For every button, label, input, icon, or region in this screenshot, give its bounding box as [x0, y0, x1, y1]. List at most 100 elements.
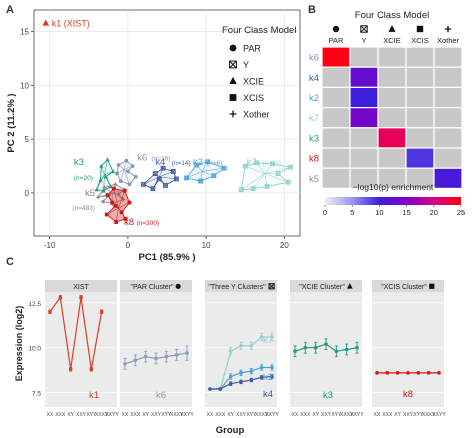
panel-c-x-axis-title: Group	[216, 425, 245, 436]
series-k8-label: k8	[403, 389, 413, 400]
cluster-k5-n-label: (n=483)	[72, 205, 95, 212]
facet-x-tick-label: XX	[374, 412, 381, 418]
panel-a-x-tick-label: -10	[44, 241, 56, 250]
cluster-k4-point-cross	[174, 176, 179, 182]
cluster-k7-label: k7	[247, 157, 257, 168]
legend-symbol-y	[229, 60, 237, 69]
cluster-k3-point	[99, 163, 104, 168]
facet-x-tick-label: XXYY	[432, 412, 446, 418]
panel-c-y-axis-title: Expression (log2)	[14, 306, 24, 382]
cluster-k3-point	[101, 188, 106, 193]
colorbar-title: −log10(p) enrichment	[353, 182, 434, 192]
cluster-k7-point-box	[264, 184, 270, 189]
panel-label-b: B	[308, 4, 316, 16]
series-k3-point	[313, 345, 318, 350]
heatmap-cell-k2-par	[321, 86, 351, 109]
series-k8-point	[426, 371, 431, 375]
cluster-k7-point-cross	[239, 187, 244, 192]
heatmap-cell-k8-y	[349, 147, 379, 169]
heatmap-col-symbol-y-cross	[360, 25, 368, 33]
facet-x-tick-label: XXYY	[350, 412, 364, 418]
cluster-k3-spoke	[104, 159, 108, 175]
series-k6-point	[174, 353, 179, 357]
heatmap-col-label-xcis: XCIS	[411, 36, 429, 45]
heatmap-row-label-k3: k3	[309, 133, 319, 144]
cluster-k2-point-box	[184, 175, 189, 181]
heatmap-cell-k2-xcie	[377, 86, 407, 109]
cluster-k7-point-box	[254, 160, 260, 166]
facet-x-tick-label: XY	[394, 412, 401, 418]
heatmap-cell-k3-xcis	[405, 127, 435, 149]
cluster-k4-spoke	[159, 176, 177, 180]
heatmap-col-label-y: Y	[361, 36, 366, 45]
cluster-k4-n-label: (n=14)	[172, 160, 191, 167]
facet-x-tick-label: XYY	[161, 412, 172, 418]
cluster-k3-point	[108, 184, 113, 189]
panel-a-pca-scatter: -10 0 10 20 0 5 10 15 PC1 (85.9% ) PC 2 (11.2% ) k…	[6, 9, 301, 263]
series-k7-label: k7	[263, 335, 273, 346]
series-k7-point	[228, 349, 233, 354]
facet-title-symbol	[268, 283, 275, 290]
heatmap-cell-k3-par	[321, 127, 351, 149]
cluster-k7-point-cross	[286, 179, 291, 185]
facet-x-tick-label: XXXY	[340, 412, 354, 418]
panel-a-legend-title: Four Class Model	[222, 25, 296, 36]
cluster-k7-point	[285, 179, 291, 185]
facet-x-tick-label: XXXY	[422, 412, 436, 418]
panel-b-enrichment-heatmap: Four Class Model PAR Y XCIE XCIS Xother k6 k4 k2…	[309, 10, 465, 217]
series-k3-point	[334, 349, 339, 354]
cluster-k8-point	[114, 220, 119, 224]
series-k4-point	[270, 374, 274, 379]
heatmap-cell-k4-par	[321, 66, 351, 88]
cluster-k4-spoke	[143, 176, 160, 185]
cluster-k2-point-cross	[198, 178, 203, 184]
series-k4-point	[218, 387, 223, 391]
heatmap-col-label-par: PAR	[329, 36, 344, 45]
heatmap-cell-k7-xcis	[405, 106, 435, 129]
cluster-k8-point	[123, 216, 128, 221]
series-k1-point	[68, 367, 73, 372]
cluster-k2-point-box	[198, 178, 204, 184]
cluster-k7-point	[254, 160, 260, 166]
cluster-k4-label: k4	[155, 157, 165, 168]
facet-title: XIST	[73, 284, 89, 291]
cluster-k6-point	[118, 179, 123, 184]
series-k7-point	[249, 344, 254, 348]
series-k2-point	[228, 374, 233, 379]
heatmap-row-label-k5: k5	[309, 174, 319, 185]
series-k1-point	[79, 295, 83, 300]
facet-x-tick-label: XX	[292, 412, 299, 418]
series-k2-label: k2	[263, 372, 273, 383]
series-k2-point	[249, 369, 254, 373]
facet-x-tick-label: XX	[47, 412, 54, 418]
panel-a-y-tick-label: 10	[20, 81, 29, 90]
cluster-k7-point-box	[238, 187, 244, 193]
cluster-k4-point-cross	[156, 176, 162, 182]
cluster-k7-point-cross	[288, 164, 293, 170]
cluster-k8-point	[104, 212, 109, 217]
cluster-k4-point-cross	[171, 169, 176, 174]
cluster-k2-point-cross	[211, 173, 217, 178]
facet-title: "PAR Cluster"	[131, 284, 174, 291]
cluster-k8-point	[127, 200, 132, 205]
panel-c-y-tick-label: 10.0	[28, 346, 41, 353]
heatmap-cell-k7-xcie	[377, 106, 407, 129]
heatmap-cell-k4-xcie	[377, 66, 407, 88]
cluster-k4-point	[150, 186, 156, 192]
cluster-k3-point	[110, 169, 116, 174]
panel-a-plot-area	[33, 9, 301, 237]
cluster-k2-point	[221, 165, 227, 171]
heatmap-cell-k8-xcis	[405, 147, 435, 169]
series-k1-point	[58, 295, 63, 300]
heatmap-col-symbol-xother	[444, 25, 452, 33]
cluster-k7-outline	[240, 162, 292, 191]
panel-a-y-tick-label: 15	[20, 28, 29, 37]
heatmap-col-symbol-par	[332, 25, 340, 33]
cluster-k5-point	[100, 199, 105, 204]
cluster-k4-point-box	[170, 169, 176, 174]
heatmap-cell-k4-y	[349, 66, 379, 88]
facet-x-tick-label: XYY	[331, 412, 342, 418]
